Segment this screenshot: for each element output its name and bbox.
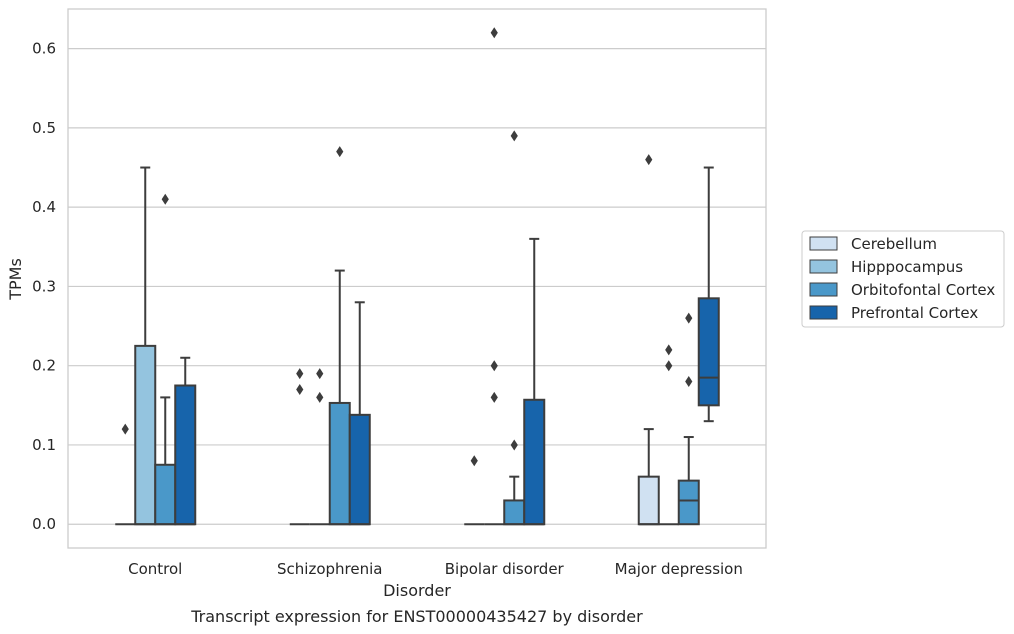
outlier-point	[490, 27, 498, 39]
box-3-0	[174, 356, 197, 526]
box-body	[677, 479, 700, 526]
legend-label: Hipppocampus	[851, 258, 963, 276]
outlier-point	[510, 439, 518, 451]
box-3-1	[348, 301, 371, 526]
box-body	[697, 297, 720, 407]
box-0-1	[289, 368, 310, 526]
box-body	[523, 398, 546, 526]
y-axis-label: TPMs	[6, 258, 25, 301]
legend-swatch	[809, 305, 838, 320]
outlier-point	[490, 391, 498, 403]
y-tick-label: 0.0	[32, 515, 56, 533]
box-3-3	[697, 166, 720, 423]
x-tick-label: Control	[128, 560, 182, 578]
box-2-2	[503, 130, 526, 526]
box-1-0	[134, 166, 157, 526]
y-tick-label: 0.5	[32, 119, 56, 137]
box-body	[174, 384, 197, 526]
outlier-point	[685, 312, 693, 324]
box-body	[503, 499, 526, 526]
x-axis-label: Disorder	[383, 581, 451, 600]
y-tick-labels: 0.0 0.1 0.2 0.3 0.4 0.5 0.6	[32, 40, 56, 534]
outlier-point	[510, 130, 518, 142]
box-2-3	[677, 312, 700, 526]
box-body	[348, 413, 371, 526]
box-1-3	[658, 344, 679, 526]
legend-swatch	[809, 259, 838, 274]
figure-caption: Transcript expression for ENST0000043542…	[190, 607, 643, 626]
x-tick-label: Schizophrenia	[277, 560, 382, 578]
box-3-2	[523, 237, 546, 526]
outlier-point	[665, 344, 673, 356]
outlier-point	[316, 368, 324, 380]
box-1-1	[309, 368, 330, 526]
y-tick-label: 0.2	[32, 357, 56, 375]
y-tick-label: 0.4	[32, 198, 56, 216]
outlier-point	[470, 455, 478, 467]
plot-frame	[67, 8, 767, 549]
outlier-point	[645, 154, 653, 166]
outlier-point	[296, 383, 304, 395]
legend-frame	[801, 230, 1005, 328]
legend-swatch	[809, 282, 838, 297]
box-body	[637, 475, 660, 526]
outlier-point	[121, 423, 129, 435]
y-tick-label: 0.6	[32, 40, 56, 58]
legend-label: Cerebellum	[851, 235, 937, 253]
x-tick-label: Major depression	[615, 560, 743, 578]
outlier-point	[336, 146, 344, 158]
legend: Cerebellum Hipppocampus Orbitofontal Corte…	[801, 230, 1005, 328]
x-tick-label: Bipolar disorder	[445, 560, 565, 578]
outlier-point	[490, 360, 498, 372]
box-0-3	[637, 154, 660, 526]
y-tick-label: 0.1	[32, 436, 56, 454]
y-tick-label: 0.3	[32, 277, 56, 295]
box-0-0	[115, 423, 136, 526]
legend-label: Prefrontal Cortex	[851, 304, 978, 322]
outlier-point	[161, 193, 169, 205]
outlier-point	[316, 391, 324, 403]
box-1-2	[484, 27, 505, 526]
box-body	[154, 463, 177, 526]
legend-label: Orbitofontal Cortex	[851, 281, 995, 299]
box-body	[134, 344, 157, 526]
box-0-2	[464, 455, 485, 526]
outlier-point	[665, 360, 673, 372]
boxes-layer	[115, 27, 720, 526]
box-body	[328, 401, 351, 526]
x-tick-labels: Control Schizophrenia Bipolar disorder Majo…	[128, 560, 743, 578]
legend-swatch	[809, 236, 838, 251]
outlier-point	[296, 368, 304, 380]
outlier-point	[685, 376, 693, 388]
